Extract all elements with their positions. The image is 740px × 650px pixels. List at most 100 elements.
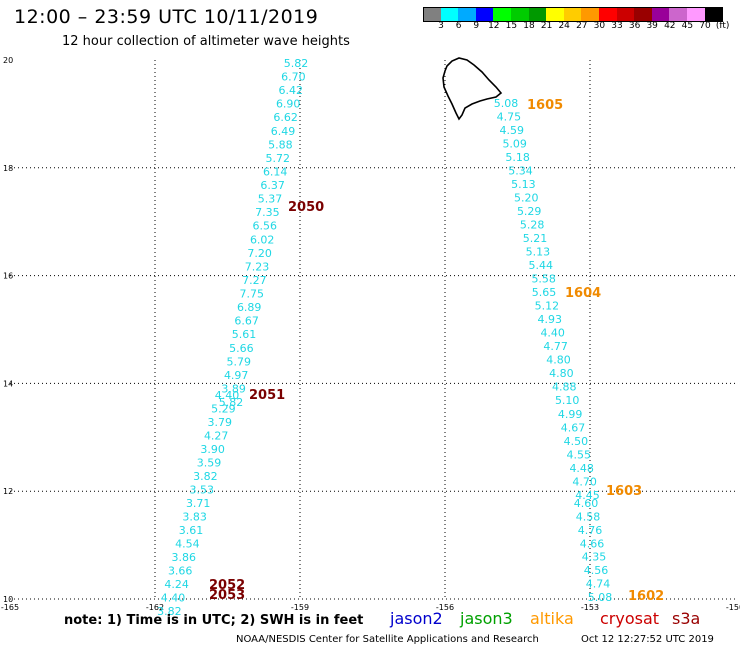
wave-height-value: 4.80 — [546, 354, 571, 367]
legend-altika: altika — [530, 609, 574, 628]
wave-height-value: 4.40 — [215, 389, 240, 402]
wave-height-value: 4.75 — [497, 111, 522, 124]
pass-label: 2053 — [209, 588, 245, 603]
wave-height-value: 4.60 — [574, 497, 599, 510]
wave-height-value: 4.70 — [572, 475, 597, 488]
lat-tick-label: 18 — [3, 164, 13, 173]
wave-height-value: 5.18 — [505, 151, 530, 164]
lat-tick-label: 14 — [3, 379, 13, 388]
wave-height-value: 4.93 — [538, 313, 563, 326]
island-hawaii — [442, 57, 503, 121]
wave-height-value: 7.27 — [242, 274, 267, 287]
scale-cell — [581, 8, 599, 21]
scale-label: 15 — [505, 21, 518, 31]
wave-height-value: 4.35 — [582, 551, 607, 564]
color-scale — [423, 7, 724, 22]
wave-height-value: 6.56 — [253, 220, 278, 233]
wave-height-value: 3.59 — [197, 457, 222, 470]
wave-height-value: 5.13 — [526, 246, 551, 259]
scale-label: 24 — [558, 21, 570, 31]
lat-tick-label: 16 — [3, 272, 13, 281]
scale-label: 70 — [699, 21, 711, 31]
pass-label: 2051 — [249, 388, 285, 403]
wave-height-value: 4.58 — [576, 510, 601, 523]
wave-height-value: 6.67 — [234, 315, 259, 328]
wave-height-value: 7.20 — [247, 247, 272, 260]
legend-jason3: jason3 — [460, 609, 513, 628]
pass-label: 2050 — [288, 200, 324, 215]
wave-height-value: 6.49 — [271, 125, 296, 138]
wave-height-value: 5.28 — [520, 219, 545, 232]
wave-height-value: 5.34 — [508, 165, 533, 178]
scale-cell — [440, 8, 459, 21]
wave-height-value: 5.08 — [588, 591, 613, 604]
scale-cell — [704, 8, 723, 21]
wave-height-value: 3.66 — [168, 565, 193, 578]
legend-s3a: s3a — [672, 609, 701, 628]
pass-label: 1605 — [527, 98, 563, 113]
wave-height-value: 5.20 — [514, 192, 539, 205]
scale-label: 21 — [540, 21, 553, 31]
scale-cell — [616, 8, 635, 21]
wave-height-value: 6.02 — [250, 233, 275, 246]
scale-label: 30 — [593, 21, 606, 31]
wave-height-value: 4.97 — [224, 369, 249, 382]
wave-height-value: 6.42 — [279, 84, 304, 97]
chart-title: 12:00 – 23:59 UTC 10/11/2019 — [14, 6, 319, 28]
wave-height-value: 5.82 — [284, 57, 309, 70]
wave-height-value: 4.45 — [575, 489, 600, 502]
wave-height-value: 4.80 — [549, 367, 574, 380]
lat-tick-label: 12 — [3, 487, 13, 496]
scale-cell — [546, 8, 564, 21]
scale-cell — [651, 8, 670, 21]
scale-cell — [669, 8, 687, 21]
scale-label: 45 — [681, 21, 694, 31]
lon-tick-label: -162 — [146, 603, 164, 612]
wave-height-value: 3.86 — [172, 551, 197, 564]
scale-label: 12 — [488, 21, 500, 31]
wave-height-value: 4.50 — [564, 435, 589, 448]
wave-height-value: 6.90 — [276, 98, 301, 111]
scale-label: 42 — [664, 21, 676, 31]
wave-height-value: 5.88 — [268, 138, 293, 151]
credit-line: NOAA/NESDIS Center for Satellite Applica… — [236, 634, 539, 645]
pass-label: 1602 — [628, 589, 664, 604]
scale-label: 6 — [455, 21, 462, 31]
footer-note: note: 1) Time is in UTC; 2) SWH is in fe… — [64, 613, 364, 628]
scale-cell — [598, 8, 617, 21]
scale-label: 9 — [473, 21, 480, 31]
lon-tick-label: -156 — [436, 603, 454, 612]
wave-height-value: 4.66 — [580, 537, 605, 550]
scale-cell — [510, 8, 529, 21]
wave-height-value: 7.35 — [255, 206, 280, 219]
wave-height-value: 4.74 — [586, 578, 611, 591]
wave-height-value: 3.83 — [182, 511, 207, 524]
pass-label: 2052 — [209, 578, 245, 593]
lon-tick-label: -165 — [1, 603, 19, 612]
scale-label: 3 — [438, 21, 444, 31]
scale-label: 39 — [646, 21, 658, 31]
wave-height-value: 5.66 — [229, 342, 254, 355]
wave-height-value: 5.29 — [517, 205, 542, 218]
color-scale-labels: 3 6 9 12 15 18 21 24 27 30 33 36 39 42 45 70 (ft) — [423, 21, 740, 33]
wave-height-value: 5.09 — [502, 138, 527, 151]
wave-height-value: 5.65 — [532, 286, 557, 299]
wave-height-value: 3.61 — [179, 524, 204, 537]
wave-height-value: 5.37 — [258, 193, 283, 206]
wave-height-value: 4.67 — [561, 421, 586, 434]
scale-cell — [424, 8, 441, 21]
wave-height-value: 5.72 — [266, 152, 291, 165]
wave-height-value: 4.48 — [569, 462, 594, 475]
legend-cryosat: cryosat — [600, 609, 660, 628]
wave-height-value: 4.40 — [161, 592, 186, 605]
wave-height-value: 4.56 — [584, 564, 609, 577]
wave-height-value: 5.61 — [232, 328, 257, 341]
scale-label: 36 — [628, 21, 641, 31]
scale-cell — [458, 8, 476, 21]
wave-height-value: 5.79 — [227, 355, 252, 368]
wave-height-value: 3.53 — [190, 484, 215, 497]
wave-height-value: 5.13 — [511, 178, 536, 191]
generated-timestamp: Oct 12 12:27:52 UTC 2019 — [581, 634, 714, 645]
lon-tick-label: -153 — [581, 603, 599, 612]
wave-height-value: 6.89 — [237, 301, 262, 314]
